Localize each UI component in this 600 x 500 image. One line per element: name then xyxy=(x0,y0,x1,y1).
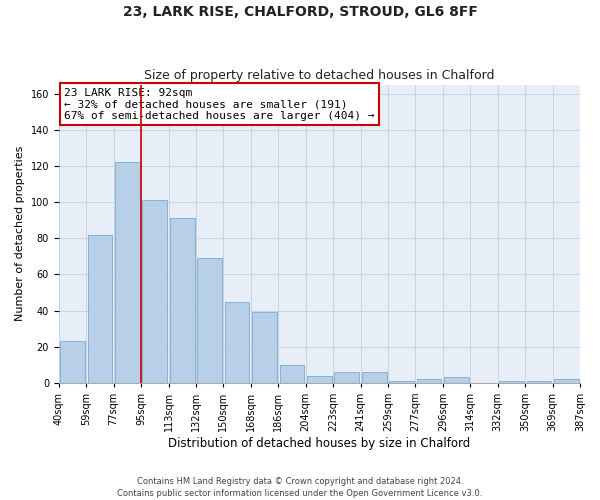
Bar xyxy=(88,234,112,383)
X-axis label: Distribution of detached houses by size in Chalford: Distribution of detached houses by size … xyxy=(168,437,470,450)
Bar xyxy=(307,376,332,383)
Bar xyxy=(499,381,524,383)
Text: 23 LARK RISE: 92sqm
← 32% of detached houses are smaller (191)
67% of semi-detac: 23 LARK RISE: 92sqm ← 32% of detached ho… xyxy=(64,88,374,120)
Title: Size of property relative to detached houses in Chalford: Size of property relative to detached ho… xyxy=(144,69,494,82)
Bar xyxy=(142,200,167,383)
Bar xyxy=(527,381,551,383)
Bar xyxy=(115,162,140,383)
Bar xyxy=(389,381,414,383)
Text: 23, LARK RISE, CHALFORD, STROUD, GL6 8FF: 23, LARK RISE, CHALFORD, STROUD, GL6 8FF xyxy=(122,5,478,19)
Bar xyxy=(252,312,277,383)
Bar xyxy=(444,378,469,383)
Bar xyxy=(554,380,578,383)
Bar xyxy=(334,372,359,383)
Y-axis label: Number of detached properties: Number of detached properties xyxy=(15,146,25,322)
Bar xyxy=(280,365,304,383)
Bar xyxy=(362,372,386,383)
Bar xyxy=(60,342,85,383)
Bar xyxy=(417,380,442,383)
Bar xyxy=(170,218,194,383)
Text: Contains HM Land Registry data © Crown copyright and database right 2024.
Contai: Contains HM Land Registry data © Crown c… xyxy=(118,476,482,498)
Bar xyxy=(225,302,250,383)
Bar xyxy=(197,258,222,383)
